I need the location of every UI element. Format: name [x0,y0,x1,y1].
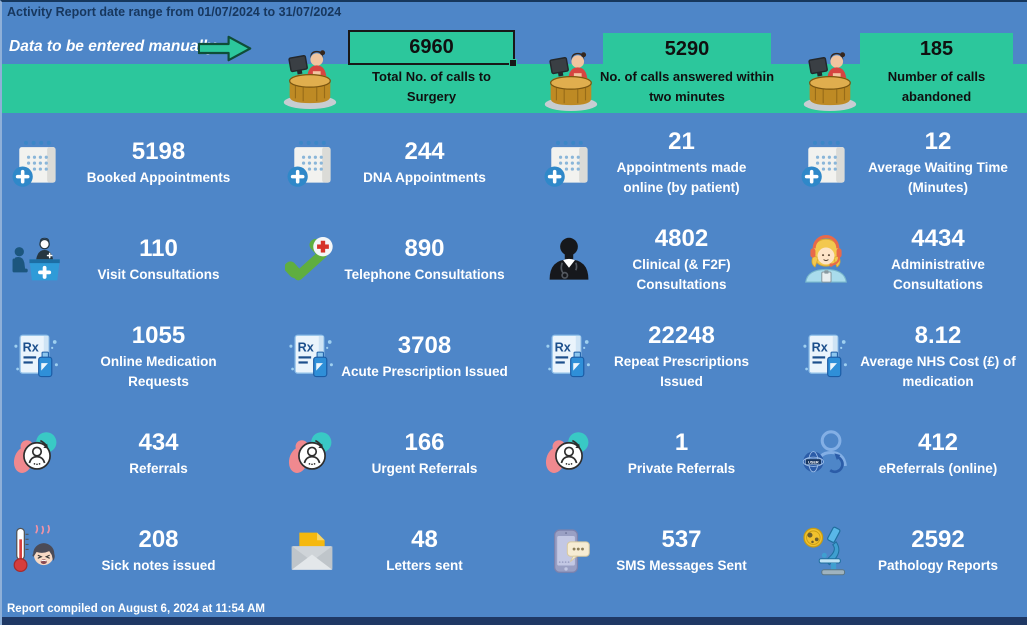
stat-label: Appointments made online (by patient) [616,159,747,196]
stat-urgent-referrals: 166 Urgent Referrals [259,406,516,503]
microscope-icon [799,524,853,580]
green-band [2,64,1027,113]
prescription-rx-icon [542,330,596,386]
calendar-plus-icon [285,136,339,192]
stat-value: 110 [139,234,178,262]
stat-value: 412 [917,428,959,456]
stat-value: 4802 [654,224,709,252]
stat-label: Acute Prescription Issued [341,364,508,380]
report-title: Activity Report date range from 01/07/20… [7,5,342,19]
stat-sick-notes: 208 Sick notes issued [2,503,259,600]
stat-referrals: 434 Referrals [2,406,259,503]
stat-label: SMS Messages Sent [616,558,747,574]
stat-value: 1055 [131,321,186,349]
letter-icon [285,524,339,580]
report-compiled-note: Report compiled on August 6, 2024 at 11:… [7,603,265,615]
referral-icon [10,427,64,483]
stat-letters-sent: 48 Letters sent [259,503,516,600]
reception-desk-icon [539,48,601,112]
stat-label: Letters sent [386,558,463,574]
reception-desk-icon [798,48,860,112]
stat-value: 434 [138,428,179,456]
stat-label: Urgent Referrals [371,461,478,477]
calls-abandoned-label: Number of calls abandoned [887,69,986,105]
reception-desk-icon [278,46,340,110]
stat-label: Clinical (& F2F) Consultations [632,256,731,293]
stat-value: 8.12 [914,321,962,349]
stats-grid: 5198 Booked Appointments 244 DNA Appoint… [2,115,1027,600]
referral-icon [542,427,596,483]
stat-repeat-prescriptions: 22248 Repeat Prescriptions Issued [516,309,773,406]
stat-online-medication-requests: 1055 Online Medication Requests [2,309,259,406]
stat-value: 12 [924,127,952,155]
calls-answered-label: No. of calls answered within two minutes [599,69,775,105]
calendar-plus-icon [10,136,64,192]
stat-label: Average NHS Cost (£) of medication [860,353,1016,390]
stat-label: Online Medication Requests [100,353,217,390]
stat-label: Average Waiting Time (Minutes) [868,159,1008,196]
stat-value: 166 [404,428,445,456]
total-calls-cell[interactable]: 6960 [348,30,517,67]
stat-label: Pathology Reports [877,558,998,574]
stat-value: 22248 [648,321,715,349]
stat-sms-messages: 537 SMS Messages Sent [516,503,773,600]
stat-label: Sick notes issued [101,558,216,574]
stat-value: 1 [674,428,689,456]
calendar-plus-icon [799,136,853,192]
prescription-rx-icon [799,330,853,386]
calls-answered-cell: 5290 [603,33,771,65]
stat-value: 48 [411,525,438,553]
total-calls-label: Total No. of calls to Surgery [372,69,491,105]
calls-abandoned-cell: 185 [860,33,1013,65]
stat-booked-appointments: 5198 Booked Appointments [2,115,259,212]
stat-online-appointments: 21 Appointments made online (by patient) [516,115,773,212]
stat-value: 2592 [911,525,965,553]
stat-telephone-consultations: 890 Telephone Consultations [259,212,516,309]
stat-dna-appointments: 244 DNA Appointments [259,115,516,212]
stat-value: 3708 [397,331,452,359]
stat-private-referrals: 1 Private Referrals [516,406,773,503]
stat-value: 5198 [131,137,186,165]
stat-value: 208 [138,525,179,553]
visit-consultation-icon [10,233,64,289]
manual-entry-note: Data to be entered manually [9,38,216,55]
doctor-icon [542,233,596,289]
stat-value: 4434 [911,224,965,252]
stat-label: Referrals [129,461,188,477]
block-arrow-right-icon [198,34,252,63]
stat-label: Visit Consultations [97,267,220,283]
stat-value: 244 [404,137,445,165]
stat-pathology-reports: 2592 Pathology Reports [773,503,1027,600]
stat-ereferrals: 412 eReferrals (online) [773,406,1027,503]
stat-administrative-consultations: 4434 Administrative Consultations [773,212,1027,309]
sick-note-icon [10,524,64,580]
prescription-rx-icon [10,330,64,386]
stat-label: Telephone Consultations [344,267,505,283]
stat-label: eReferrals (online) [878,461,998,477]
sms-icon [542,524,596,580]
stat-visit-consultations: 110 Visit Consultations [2,212,259,309]
stat-label: Repeat Prescriptions Issued [613,353,750,390]
stat-value: 21 [668,127,695,155]
headset-receptionist-icon [799,233,853,289]
bottom-navy-bar [2,617,1027,625]
stat-value: 890 [404,234,445,262]
ereferral-icon [799,427,853,483]
stat-average-waiting-time: 12 Average Waiting Time (Minutes) [773,115,1027,212]
referral-icon [285,427,339,483]
stat-value: 537 [661,525,702,553]
stat-label: Booked Appointments [86,170,231,186]
prescription-rx-icon [285,330,339,386]
stat-clinical-consultations: 4802 Clinical (& F2F) Consultations [516,212,773,309]
stat-average-nhs-cost: 8.12 Average NHS Cost (£) of medication [773,309,1027,406]
stat-label: Administrative Consultations [891,256,985,293]
calendar-plus-icon [542,136,596,192]
stat-acute-prescriptions: 3708 Acute Prescription Issued [259,309,516,406]
telephone-medical-icon [285,233,339,289]
stat-label: Private Referrals [627,461,736,477]
stat-label: DNA Appointments [363,170,486,186]
